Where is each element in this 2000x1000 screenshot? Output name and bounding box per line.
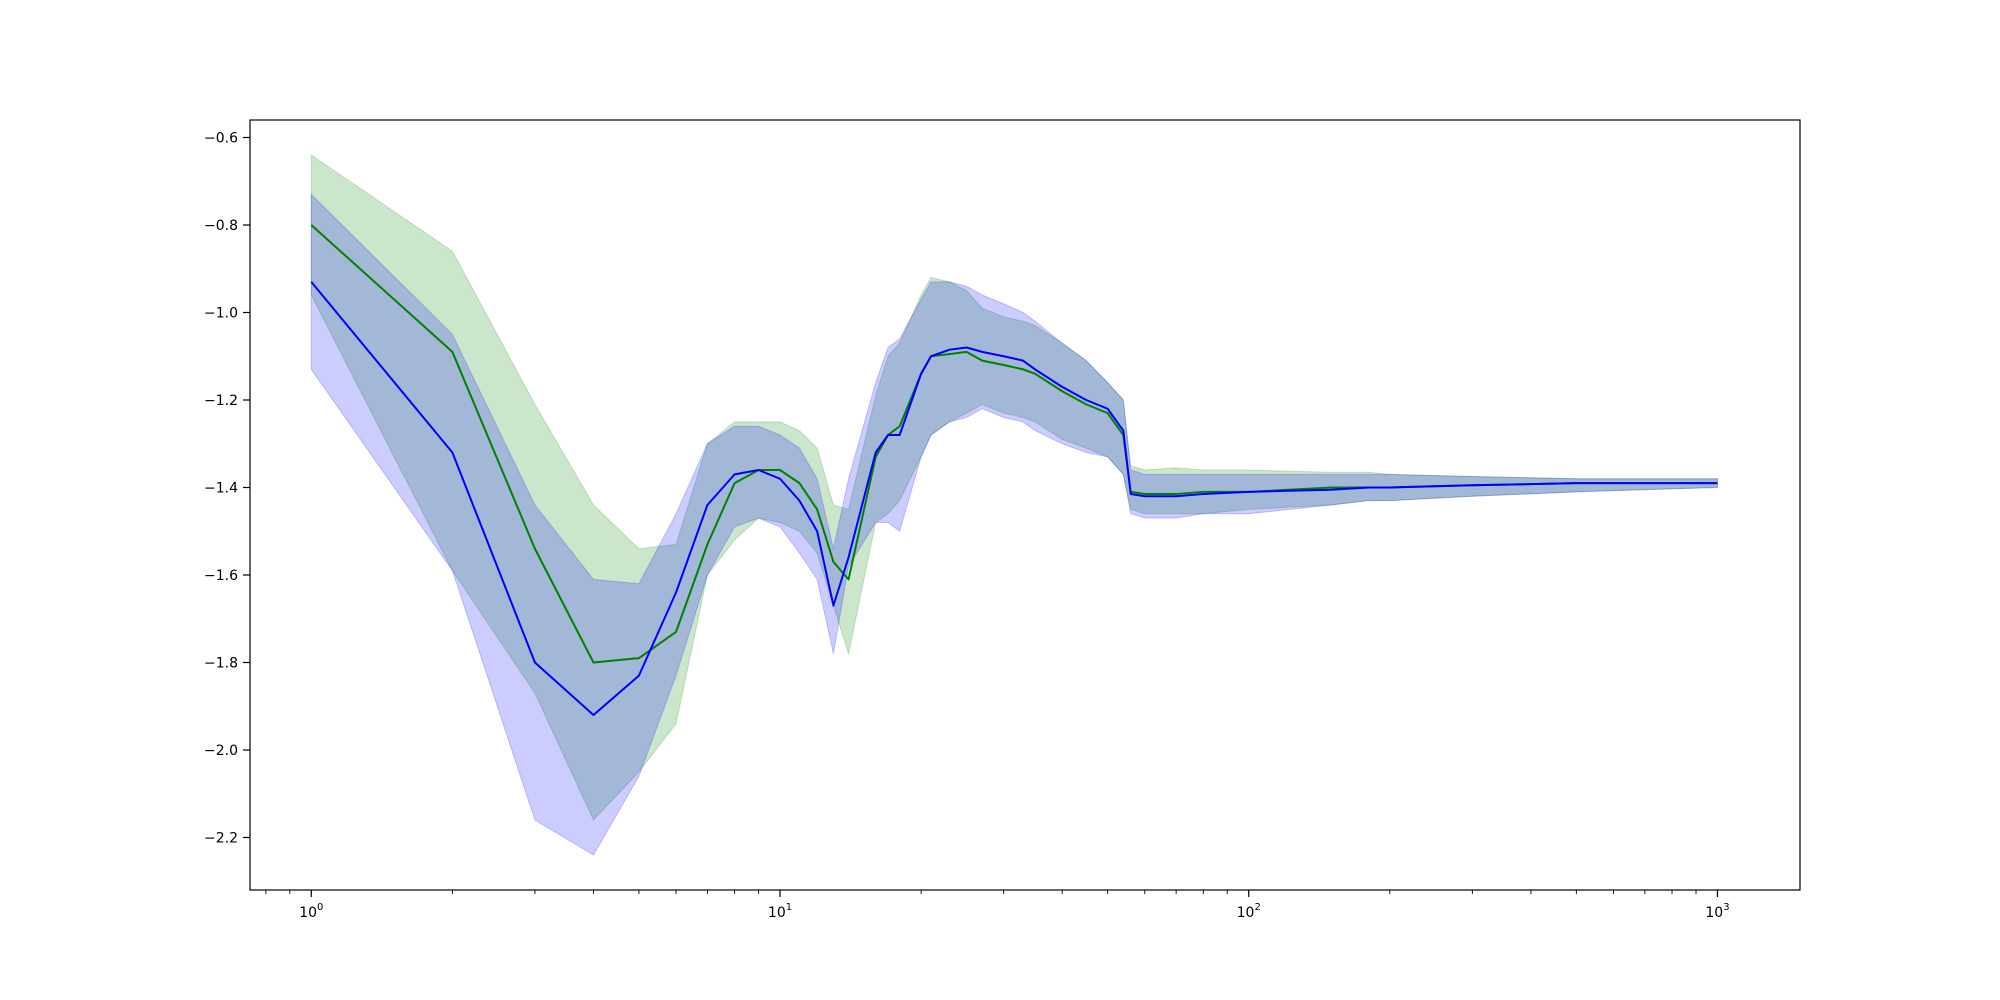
y-tick-label: −2.0 <box>204 743 238 759</box>
y-tick-label: −0.8 <box>204 218 238 234</box>
plot-area <box>310 154 1718 856</box>
plot-frame <box>249 119 1801 891</box>
y-tick-label: −1.0 <box>204 306 238 322</box>
series-1-line <box>310 224 1718 664</box>
y-tick-label: −0.6 <box>204 131 238 147</box>
series-1-band <box>310 154 1718 821</box>
y-tick-label: −1.2 <box>204 393 238 409</box>
y-tick-label: −1.6 <box>204 568 238 584</box>
y-tick-label: −1.4 <box>204 481 238 497</box>
y-tick-label: −2.2 <box>204 831 238 847</box>
series-2-line <box>310 281 1718 716</box>
y-tick-label: −1.8 <box>204 656 238 672</box>
series-2-band <box>310 193 1718 856</box>
y-axis: −0.6 −0.8 −1.0 −1.2 −1.4 −1.6 −1.8 −2.0 −2.2 <box>204 131 250 847</box>
